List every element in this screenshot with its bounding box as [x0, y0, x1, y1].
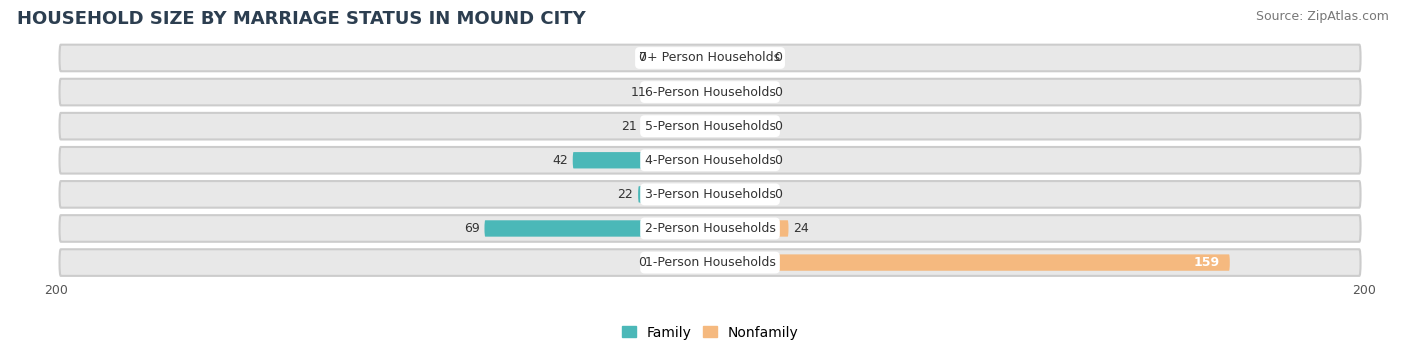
- FancyBboxPatch shape: [59, 249, 1361, 276]
- FancyBboxPatch shape: [485, 220, 710, 237]
- FancyBboxPatch shape: [572, 152, 710, 168]
- Text: 0: 0: [773, 120, 782, 133]
- Text: 5-Person Households: 5-Person Households: [644, 120, 776, 133]
- FancyBboxPatch shape: [710, 186, 769, 203]
- Text: 0: 0: [638, 256, 647, 269]
- Text: 69: 69: [464, 222, 479, 235]
- FancyBboxPatch shape: [59, 79, 1361, 105]
- FancyBboxPatch shape: [710, 220, 789, 237]
- FancyBboxPatch shape: [651, 84, 710, 100]
- Text: Source: ZipAtlas.com: Source: ZipAtlas.com: [1256, 10, 1389, 23]
- FancyBboxPatch shape: [651, 254, 710, 271]
- FancyBboxPatch shape: [641, 118, 710, 134]
- Text: 2-Person Households: 2-Person Households: [644, 222, 776, 235]
- Text: 0: 0: [773, 86, 782, 99]
- Text: 0: 0: [773, 188, 782, 201]
- FancyBboxPatch shape: [638, 186, 710, 203]
- FancyBboxPatch shape: [59, 45, 1361, 71]
- FancyBboxPatch shape: [59, 113, 1361, 139]
- Text: 0: 0: [773, 154, 782, 167]
- Text: 1-Person Households: 1-Person Households: [644, 256, 776, 269]
- Text: 24: 24: [793, 222, 808, 235]
- Text: 11: 11: [630, 86, 647, 99]
- Legend: Family, Nonfamily: Family, Nonfamily: [621, 326, 799, 340]
- FancyBboxPatch shape: [59, 147, 1361, 174]
- Text: 21: 21: [620, 120, 637, 133]
- FancyBboxPatch shape: [710, 118, 769, 134]
- Text: HOUSEHOLD SIZE BY MARRIAGE STATUS IN MOUND CITY: HOUSEHOLD SIZE BY MARRIAGE STATUS IN MOU…: [17, 10, 586, 28]
- Text: 0: 0: [773, 51, 782, 64]
- Text: 3-Person Households: 3-Person Households: [644, 188, 776, 201]
- FancyBboxPatch shape: [59, 215, 1361, 242]
- Text: 6-Person Households: 6-Person Households: [644, 86, 776, 99]
- Text: 22: 22: [617, 188, 633, 201]
- FancyBboxPatch shape: [651, 50, 710, 66]
- FancyBboxPatch shape: [710, 50, 769, 66]
- FancyBboxPatch shape: [710, 254, 1230, 271]
- FancyBboxPatch shape: [710, 152, 769, 168]
- Text: 0: 0: [638, 51, 647, 64]
- Text: 4-Person Households: 4-Person Households: [644, 154, 776, 167]
- FancyBboxPatch shape: [710, 84, 769, 100]
- FancyBboxPatch shape: [59, 181, 1361, 208]
- Text: 7+ Person Households: 7+ Person Households: [640, 51, 780, 64]
- Text: 159: 159: [1194, 256, 1220, 269]
- Text: 42: 42: [553, 154, 568, 167]
